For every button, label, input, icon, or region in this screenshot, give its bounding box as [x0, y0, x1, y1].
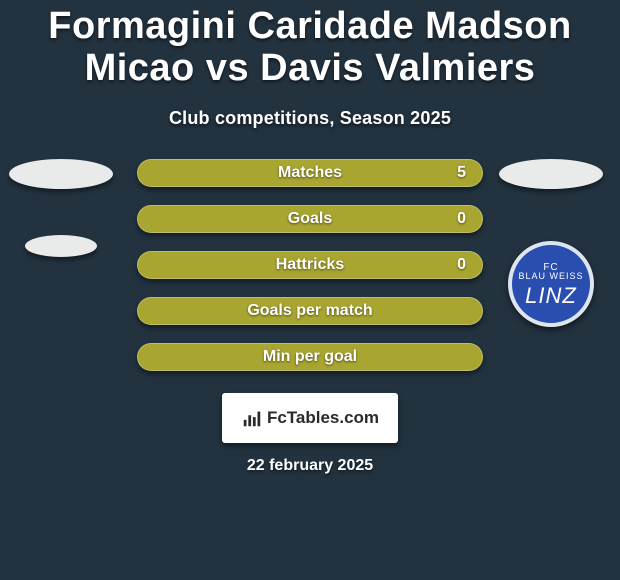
left-team-column: [6, 159, 116, 257]
subtitle: Club competitions, Season 2025: [0, 108, 620, 129]
bar-goals: Goals 0: [137, 205, 483, 233]
badge-line-big: LINZ: [525, 284, 577, 307]
bar-label: Hattricks: [138, 252, 482, 278]
bar-label: Min per goal: [138, 344, 482, 370]
bar-value: 5: [457, 160, 466, 186]
club-badge-blau-weiss-linz: FC BLAU WEISS LINZ: [508, 241, 594, 327]
fctables-watermark: FcTables.com: [222, 393, 398, 443]
bar-label: Goals per match: [138, 298, 482, 324]
bar-goals-per-match: Goals per match: [137, 297, 483, 325]
stat-bars: Matches 5 Goals 0 Hattricks 0 Goals per …: [137, 159, 483, 371]
bar-label: Matches: [138, 160, 482, 186]
left-team-placeholder-1: [9, 159, 113, 189]
bar-label: Goals: [138, 206, 482, 232]
bar-min-per-goal: Min per goal: [137, 343, 483, 371]
page-title: Formagini Caridade Madson Micao vs Davis…: [0, 0, 620, 90]
comparison-panel: FC BLAU WEISS LINZ Matches 5 Goals 0 Hat…: [0, 159, 620, 371]
badge-line-2: BLAU WEISS: [518, 272, 583, 281]
bar-value: 0: [457, 252, 466, 278]
bar-value: 0: [457, 206, 466, 232]
right-team-placeholder-1: [499, 159, 603, 189]
watermark-label: FcTables.com: [267, 408, 379, 428]
left-team-placeholder-2: [25, 235, 97, 257]
bar-hattricks: Hattricks 0: [137, 251, 483, 279]
bar-matches: Matches 5: [137, 159, 483, 187]
right-team-column: FC BLAU WEISS LINZ: [496, 159, 606, 327]
bar-chart-icon: [241, 407, 263, 429]
generated-date: 22 february 2025: [0, 457, 620, 475]
